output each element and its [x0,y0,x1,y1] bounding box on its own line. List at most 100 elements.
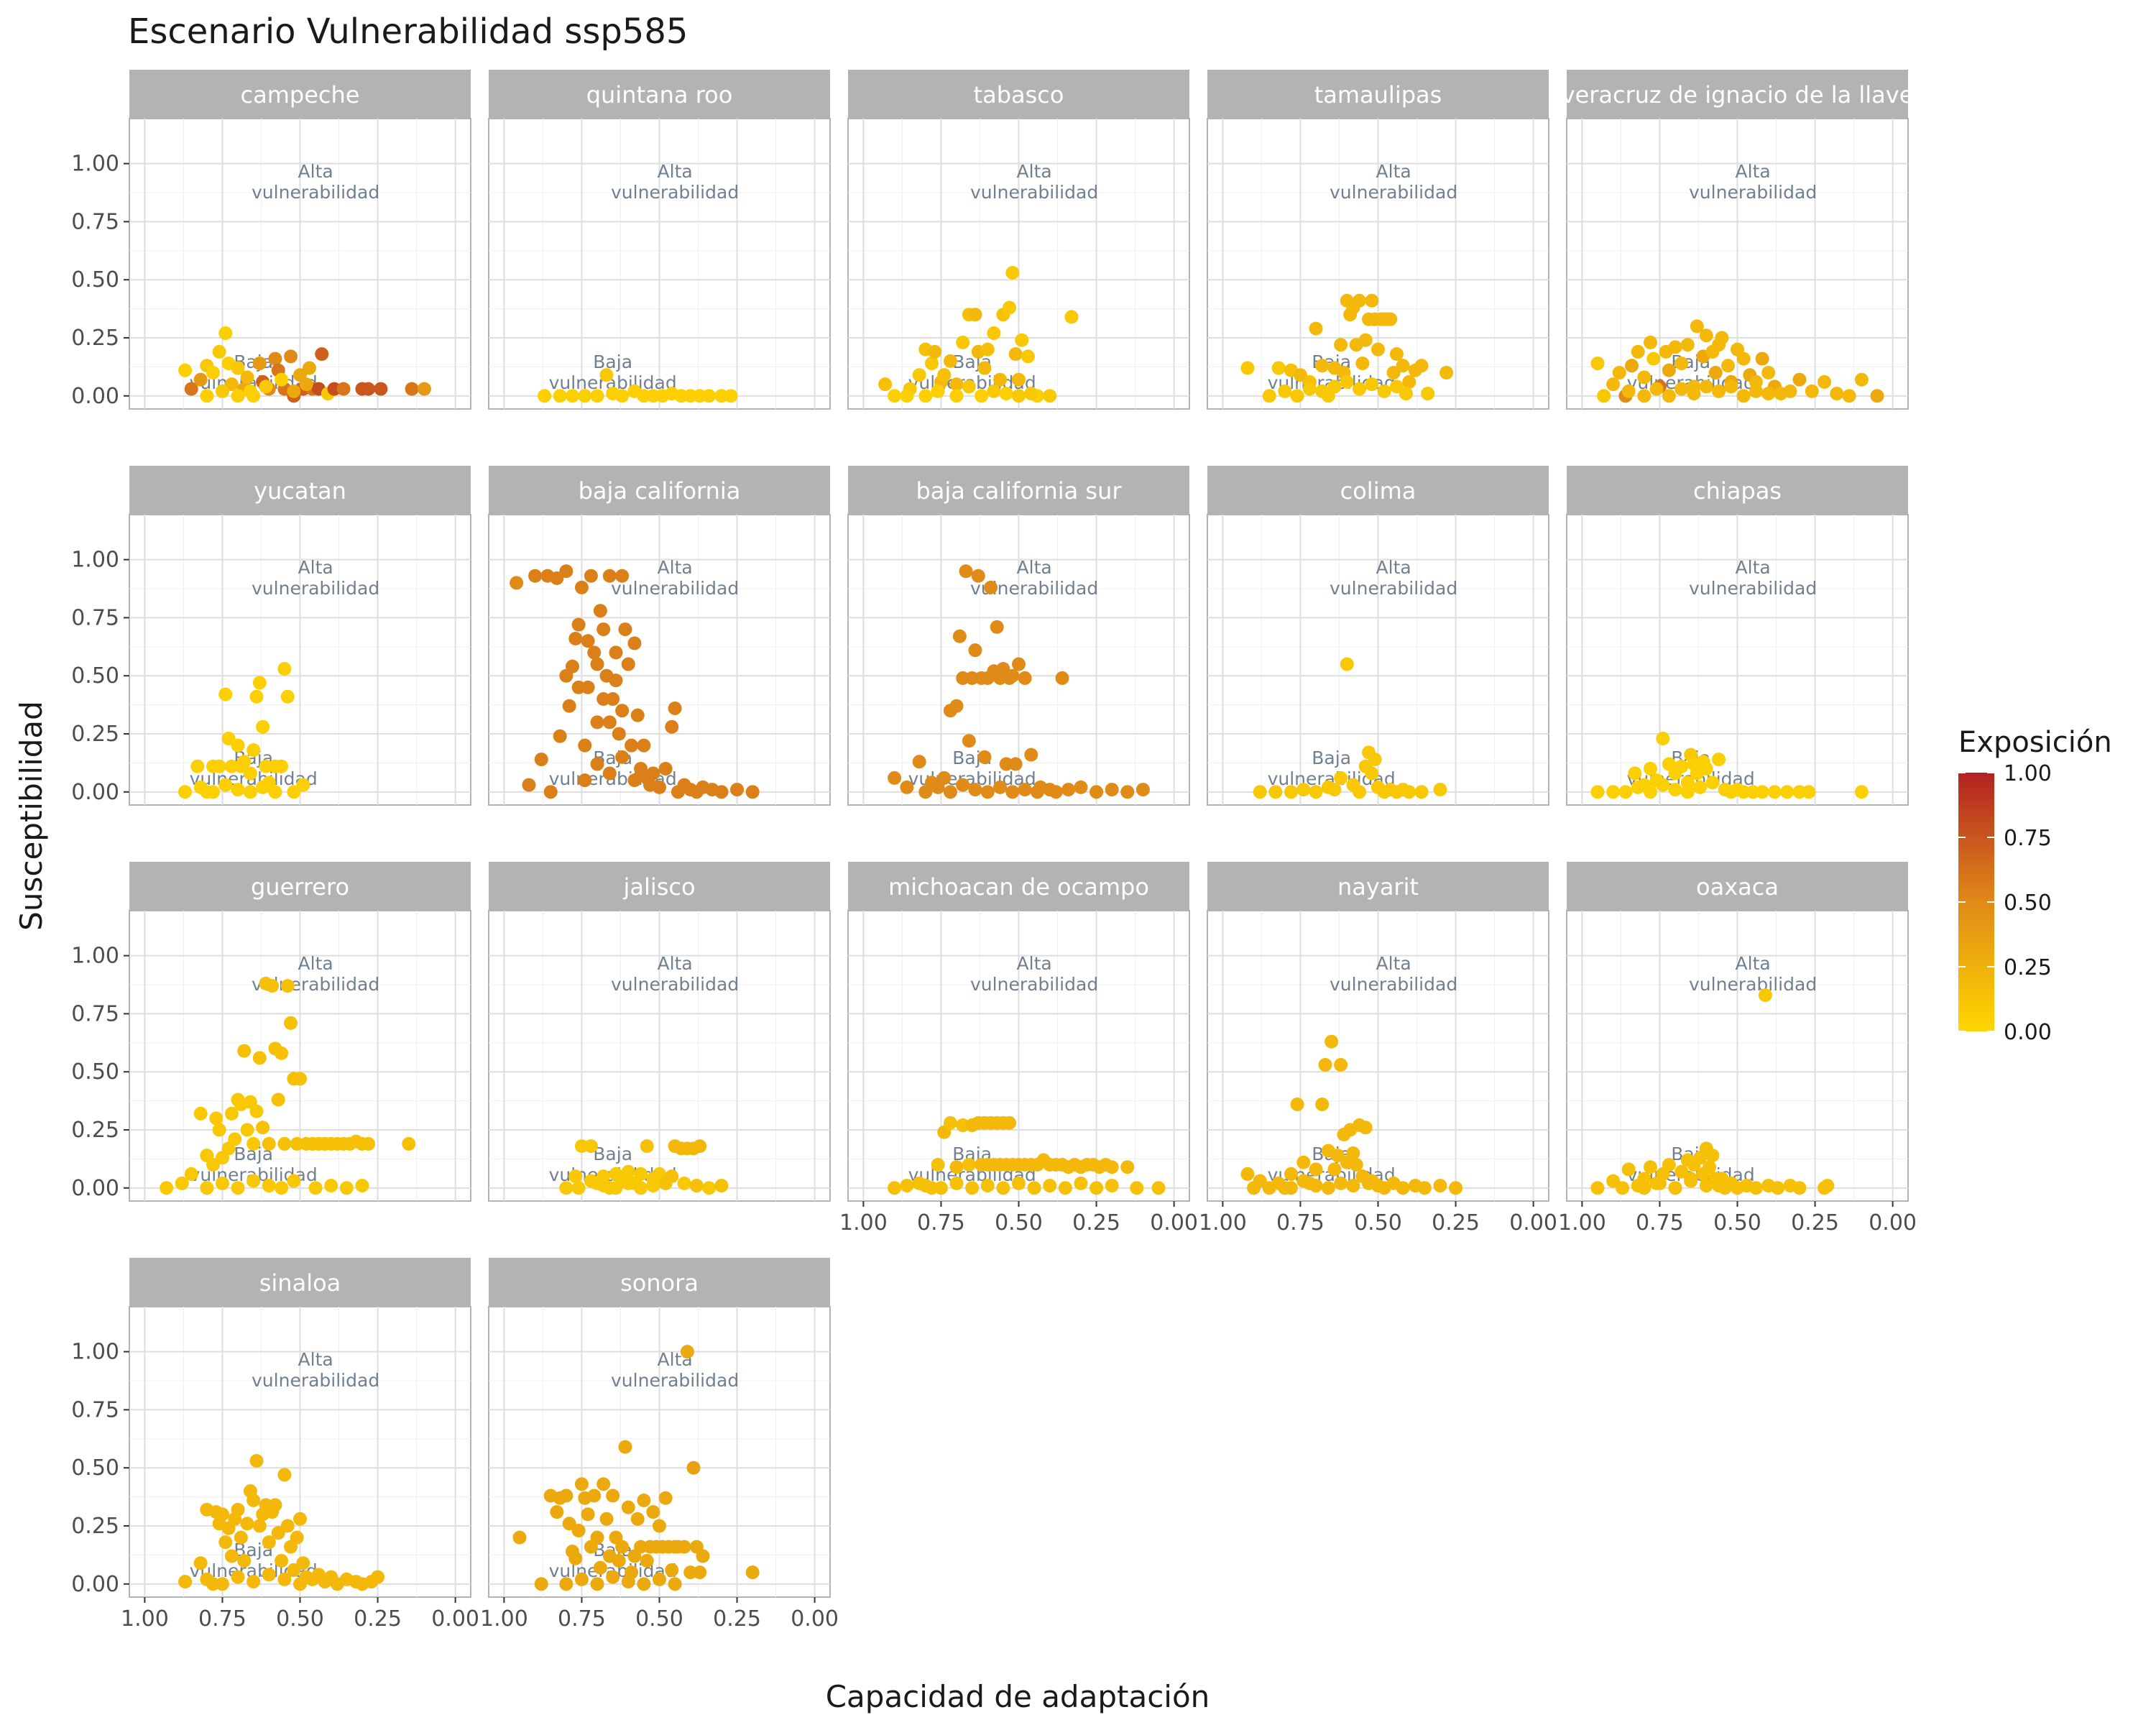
data-point [590,657,604,671]
data-point [231,783,245,797]
data-point [1805,384,1819,398]
data-point [1399,387,1413,401]
data-point [612,727,626,741]
data-point [1684,1174,1698,1188]
data-point [237,1044,252,1058]
data-point [1021,349,1035,364]
data-point [1309,321,1323,336]
annotation-high: vulnerabilidad [1689,182,1817,203]
legend-labels: 1.00 0.75 0.50 0.25 0.00 [1958,761,2052,1045]
data-point [1353,785,1367,799]
data-point [956,778,970,792]
facet-strip [1567,70,1908,119]
data-point [1253,1174,1267,1188]
data-point [355,1179,369,1193]
data-point [184,1167,198,1181]
facet-label: sonora [620,1269,699,1297]
data-point [200,1181,214,1195]
data-point [1643,335,1657,349]
panel: nayaritAltavulnerabilidadBajavulnerabili… [1199,862,1557,1236]
data-point [968,308,982,322]
data-point [374,382,388,396]
data-point [287,1174,301,1188]
data-point [627,636,642,650]
y-tick-label: 1.00 [71,944,119,969]
annotation-high: vulnerabilidad [611,1370,739,1391]
data-point [665,1563,679,1577]
data-point [1365,293,1379,308]
data-point [249,1104,264,1118]
data-point [1334,338,1348,352]
data-point [1240,1167,1255,1181]
data-point [1005,266,1020,280]
data-point [1830,387,1844,401]
data-point [1278,384,1292,398]
data-point [206,1158,220,1172]
data-point [918,1179,933,1193]
data-point [206,366,220,380]
panel: tabascoAltavulnerabilidadBajavulnerabili… [847,70,1190,410]
data-point [993,780,1008,794]
data-point [943,785,957,799]
y-tick-label: 0.00 [71,1176,119,1201]
x-tick-label: 0.25 [1072,1210,1120,1236]
data-point [1674,382,1689,396]
facet-label: chiapas [1693,477,1782,505]
annotation-high: Alta [298,953,333,974]
y-axis-title: Susceptibilidad [14,701,49,931]
y-tick-label: 0.00 [71,780,119,805]
data-point [218,1535,233,1550]
y-tick-label: 0.50 [71,663,119,689]
data-point [621,1575,635,1589]
data-point [256,719,270,734]
data-point [658,762,673,776]
data-point [1389,347,1404,362]
data-point [280,1519,295,1533]
data-point [1346,1179,1360,1193]
data-point [284,1016,298,1030]
facet-label: oaxaca [1696,873,1779,901]
data-point [937,368,952,382]
data-point [1668,340,1682,354]
data-point [571,1523,586,1537]
data-point [543,785,558,799]
legend-label: 0.25 [2004,955,2052,980]
data-point [240,1123,254,1137]
data-point [1414,785,1429,799]
data-point [178,1575,193,1589]
data-point [612,1554,626,1568]
data-point [943,1116,957,1130]
data-point [1656,731,1670,745]
annotation-high: Alta [1736,557,1771,578]
x-tick-label: 0.50 [1713,1210,1761,1236]
data-point [949,1160,964,1174]
data-point [243,384,257,398]
data-point [1309,785,1323,799]
data-point [745,1565,760,1580]
data-point [259,380,273,394]
data-point [287,384,301,398]
annotation-high: Alta [1736,161,1771,182]
data-point [1606,1174,1621,1188]
data-point [1699,328,1713,343]
data-point [596,1179,611,1193]
data-point [1724,380,1738,394]
data-point [1008,347,1023,362]
data-point [1027,1181,1041,1195]
data-point [599,1512,614,1526]
data-point [336,382,351,396]
data-point [977,750,992,764]
data-point [1736,389,1751,403]
data-point [293,1577,307,1591]
data-point [287,785,301,799]
data-point [247,1136,261,1151]
data-point [534,753,548,767]
data-point [918,785,933,799]
data-point [630,708,645,722]
data-point [1064,310,1079,324]
annotation-high: Alta [1376,557,1411,578]
data-point [581,1507,595,1522]
panel-grid: campecheAltavulnerabilidadBajavulnerabil… [71,70,1917,1632]
data-point [1315,1097,1330,1111]
data-point [578,773,592,788]
